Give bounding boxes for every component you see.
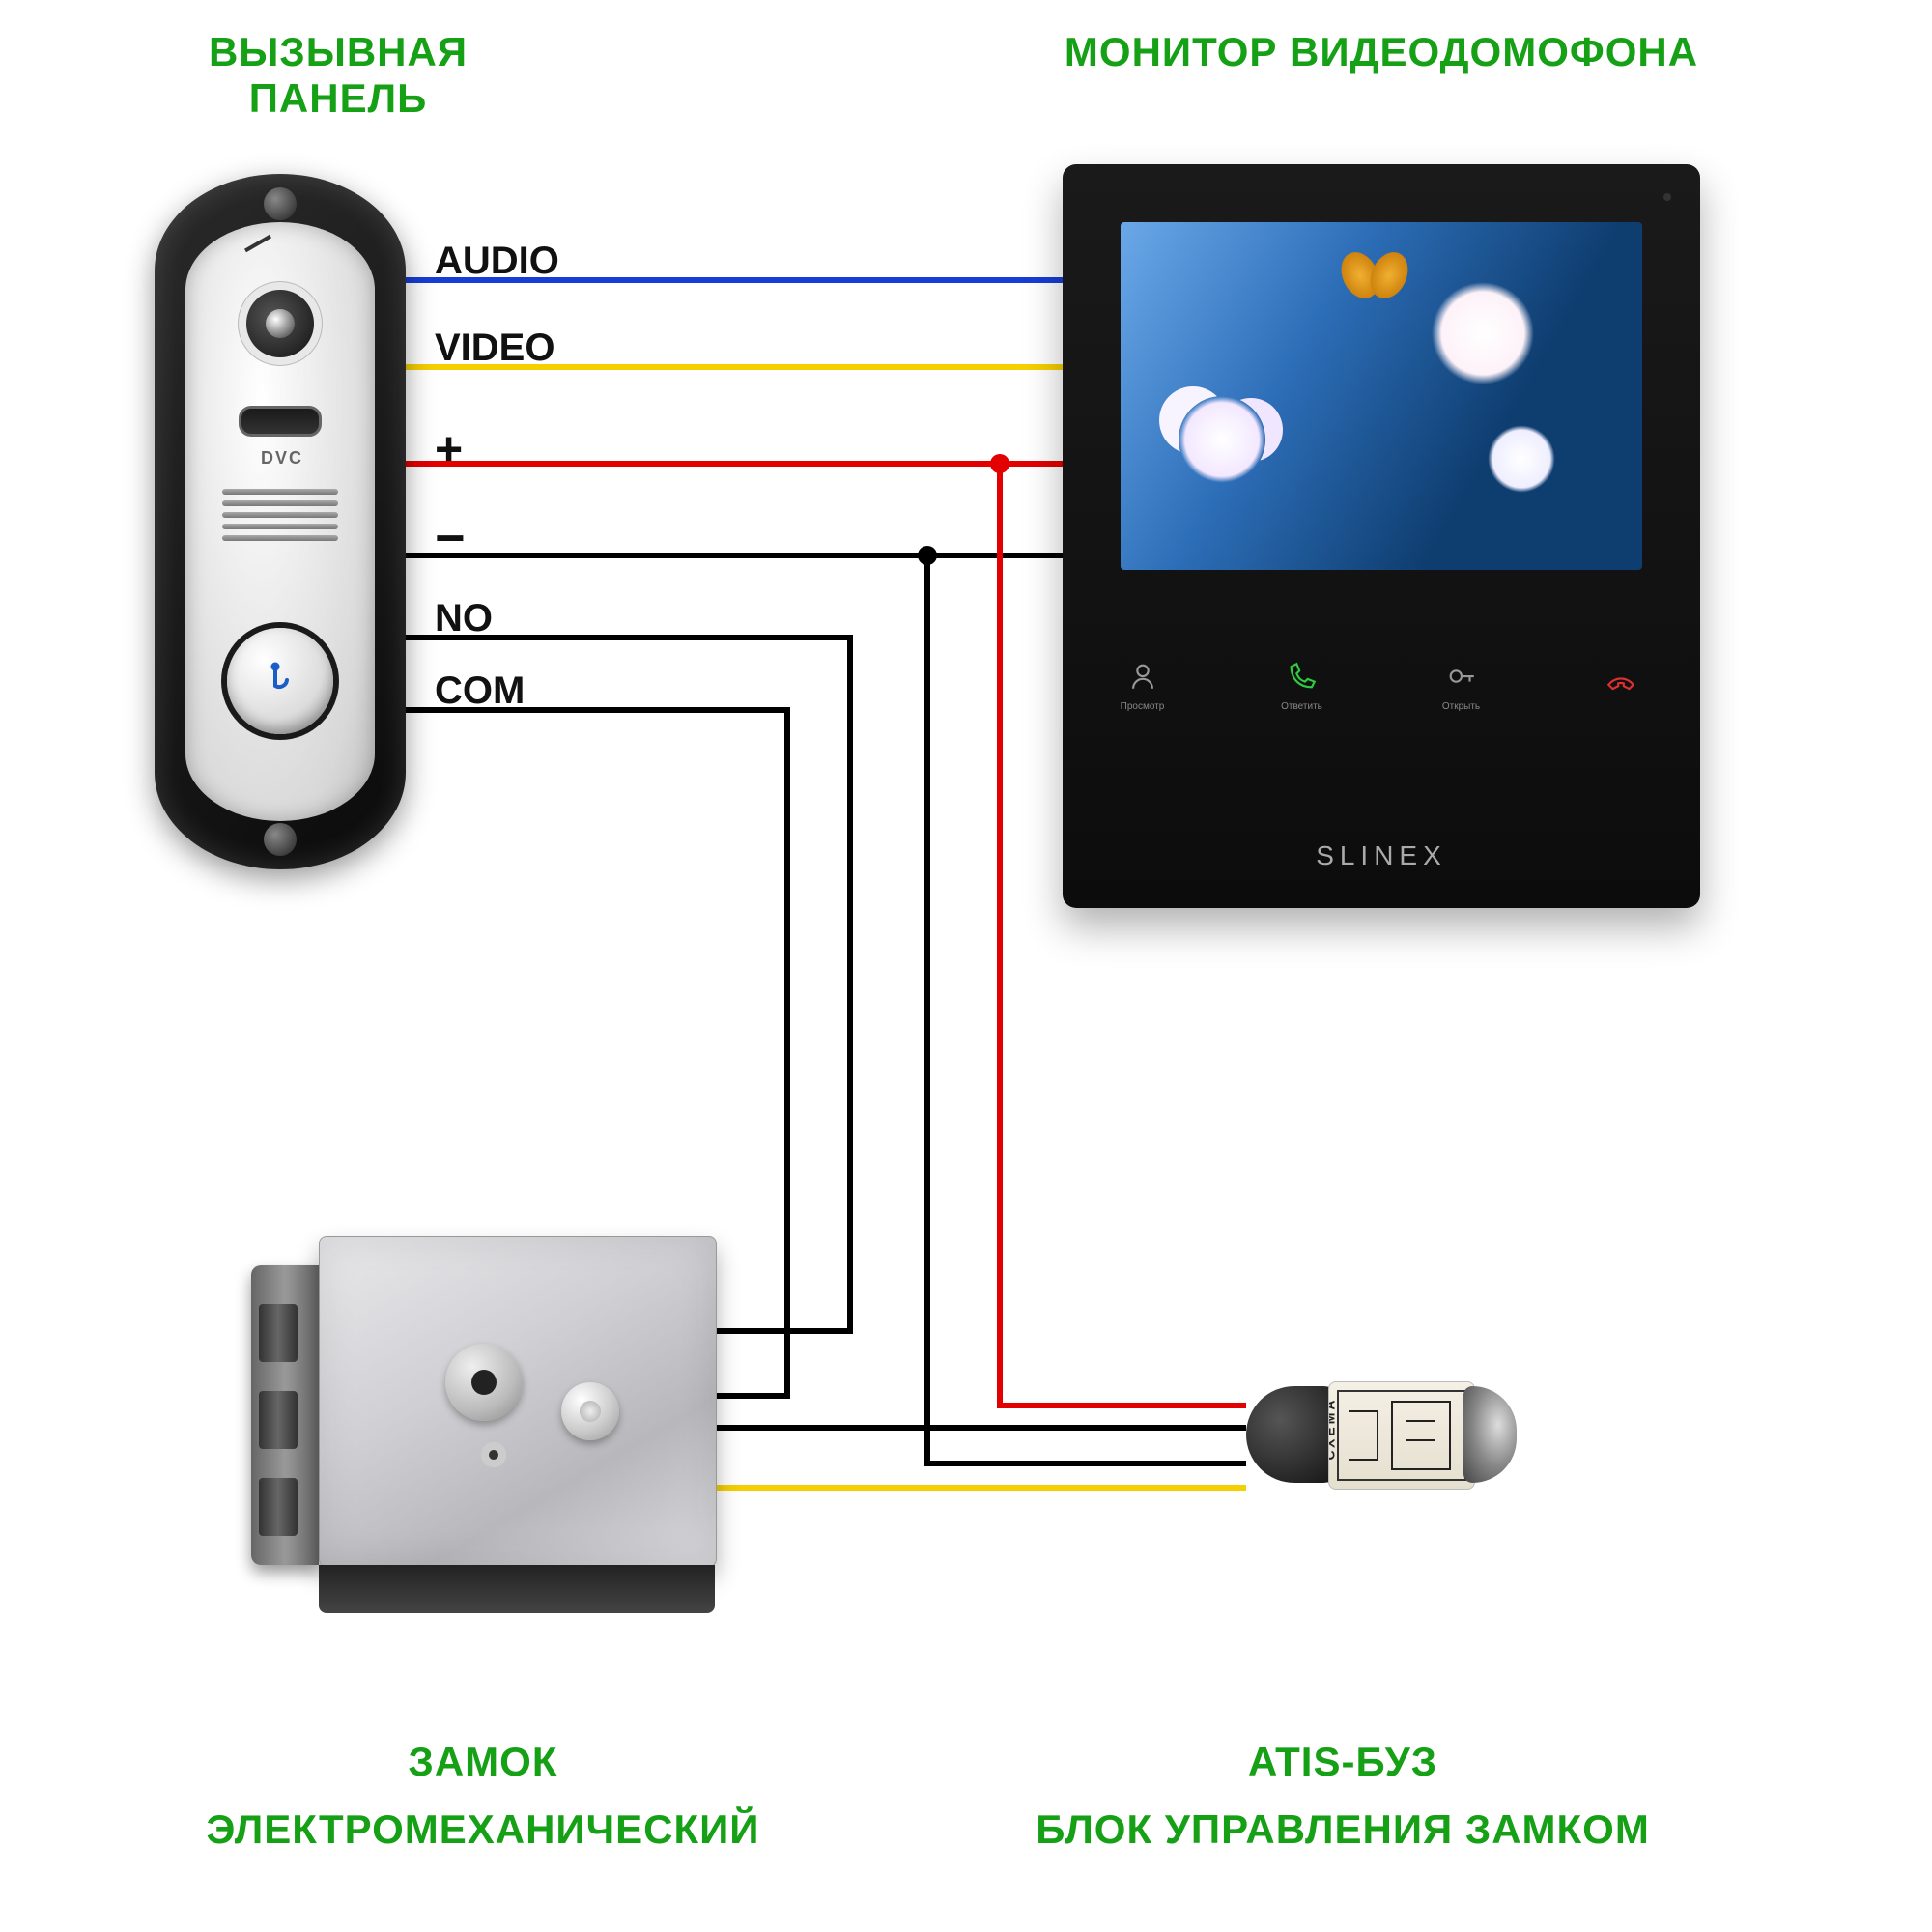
title-call-panel: ВЫЗЫВНАЯ ПАНЕЛЬ — [116, 29, 560, 122]
junction-plus — [990, 454, 1009, 473]
monitor-btn-view[interactable]: Просмотр — [1114, 660, 1172, 712]
monitor-brand: SLINEX — [1063, 840, 1700, 871]
title-lock-1: ЗАМОК — [251, 1739, 715, 1785]
call-button[interactable] — [227, 628, 333, 734]
label-video: VIDEO — [435, 327, 554, 370]
title-buz-2: БЛОК УПРАВЛЕНИЯ ЗАМКОМ — [985, 1806, 1700, 1853]
monitor-btn-open[interactable]: Открыть — [1433, 660, 1491, 712]
label-com: COM — [435, 669, 525, 713]
monitor-screen — [1121, 222, 1642, 570]
buz-module: СХЕМА — [1246, 1372, 1517, 1497]
title-monitor: МОНИТОР ВИДЕОДОМОФОНА — [985, 29, 1777, 75]
monitor-device: Просмотр Ответить Открыть SLINEX — [1063, 164, 1700, 908]
junction-minus — [918, 546, 937, 565]
title-buz-1: ATIS-БУЗ — [1082, 1739, 1604, 1785]
label-no: NO — [435, 597, 493, 640]
monitor-btn-hangup[interactable] — [1592, 666, 1650, 707]
monitor-btn-answer[interactable]: Ответить — [1273, 660, 1331, 712]
title-lock-2: ЭЛЕКТРОМЕХАНИЧЕСКИЙ — [155, 1806, 811, 1853]
panel-brand: DVC — [261, 448, 303, 469]
label-audio: AUDIO — [435, 240, 559, 283]
label-plus: + — [435, 421, 463, 477]
label-minus: − — [435, 508, 466, 568]
call-panel-device: DVC — [155, 174, 406, 869]
wire-no — [406, 638, 850, 1331]
lock-device — [251, 1236, 715, 1613]
